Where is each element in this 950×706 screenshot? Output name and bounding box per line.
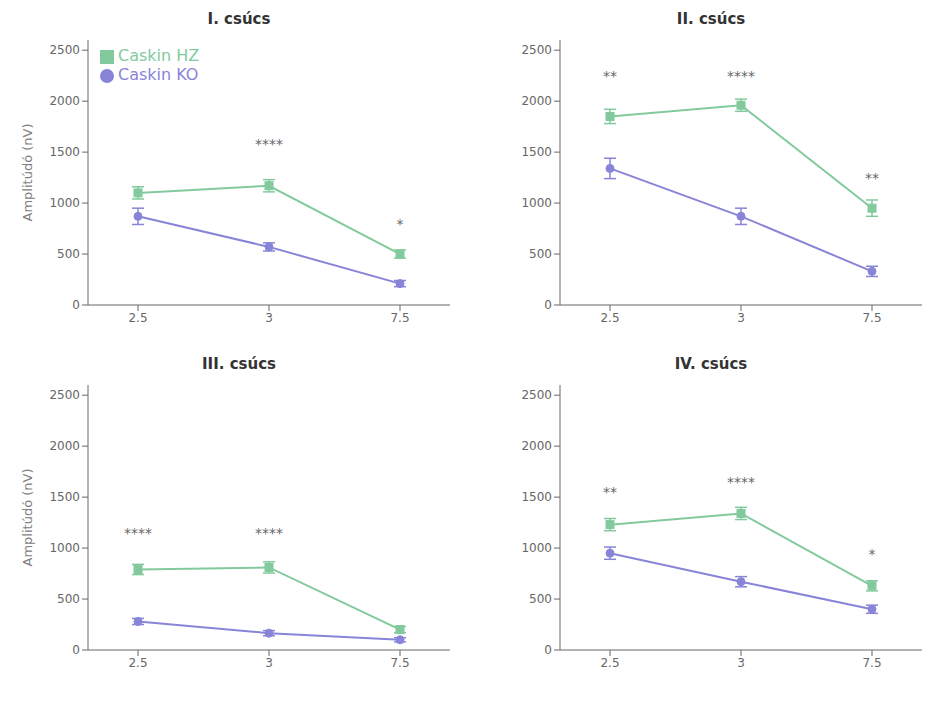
svg-text:Amplitúdó (nV): Amplitúdó (nV) — [20, 469, 35, 567]
svg-text:****: **** — [255, 525, 283, 541]
svg-text:*: * — [869, 546, 876, 562]
svg-text:1000: 1000 — [521, 196, 552, 210]
svg-text:500: 500 — [529, 592, 552, 606]
svg-text:2.5: 2.5 — [128, 311, 147, 325]
svg-text:3: 3 — [737, 311, 745, 325]
svg-text:1500: 1500 — [49, 490, 80, 504]
html-text:II. csúcs: II. csúcs — [676, 10, 746, 28]
svg-text:2500: 2500 — [521, 43, 552, 57]
svg-text:Amplitúdó (nV): Amplitúdó (nV) — [20, 124, 35, 222]
svg-text:7.5: 7.5 — [390, 311, 409, 325]
svg-text:**: ** — [603, 68, 617, 84]
svg-text:500: 500 — [57, 592, 80, 606]
svg-text:2000: 2000 — [49, 439, 80, 453]
svg-text:7.5: 7.5 — [862, 656, 881, 670]
svg-text:1500: 1500 — [49, 145, 80, 159]
svg-text:7.5: 7.5 — [390, 656, 409, 670]
html-text:III. csúcs: III. csúcs — [202, 355, 276, 373]
svg-text:****: **** — [255, 136, 283, 152]
svg-text:0: 0 — [544, 298, 552, 312]
svg-text:3: 3 — [737, 656, 745, 670]
svg-text:1500: 1500 — [521, 490, 552, 504]
svg-text:2500: 2500 — [521, 388, 552, 402]
svg-text:0: 0 — [72, 643, 80, 657]
svg-text:0: 0 — [72, 298, 80, 312]
svg-text:1500: 1500 — [521, 145, 552, 159]
svg-text:****: **** — [727, 474, 755, 490]
svg-text:1000: 1000 — [49, 541, 80, 555]
html-text:Caskin HZ: Caskin HZ — [118, 46, 200, 65]
html-text:IV. csúcs: IV. csúcs — [674, 355, 748, 373]
svg-text:2000: 2000 — [521, 439, 552, 453]
svg-text:2.5: 2.5 — [128, 656, 147, 670]
svg-text:2500: 2500 — [49, 388, 80, 402]
svg-text:**: ** — [603, 484, 617, 500]
svg-text:3: 3 — [265, 311, 273, 325]
svg-text:1000: 1000 — [49, 196, 80, 210]
svg-text:*: * — [397, 216, 404, 232]
svg-text:2.5: 2.5 — [600, 311, 619, 325]
svg-text:3: 3 — [265, 656, 273, 670]
html-text:Caskin KO: Caskin KO — [118, 65, 199, 84]
svg-text:0: 0 — [544, 643, 552, 657]
html-text:I. csúcs: I. csúcs — [207, 10, 271, 28]
svg-text:7.5: 7.5 — [862, 311, 881, 325]
svg-text:2000: 2000 — [49, 94, 80, 108]
svg-text:****: **** — [124, 525, 152, 541]
svg-text:2000: 2000 — [521, 94, 552, 108]
svg-text:**: ** — [865, 170, 879, 186]
svg-text:1000: 1000 — [521, 541, 552, 555]
svg-text:500: 500 — [529, 247, 552, 261]
svg-text:500: 500 — [57, 247, 80, 261]
svg-text:2.5: 2.5 — [600, 656, 619, 670]
svg-text:****: **** — [727, 68, 755, 84]
svg-text:2500: 2500 — [49, 43, 80, 57]
